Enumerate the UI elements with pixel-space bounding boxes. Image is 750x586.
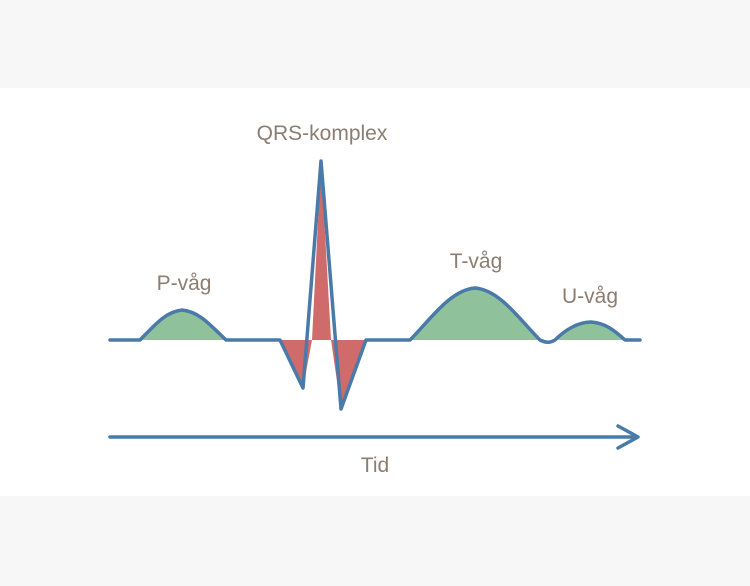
time-axis-arrowhead: [616, 424, 640, 450]
ecg-waveform-line: [108, 159, 642, 411]
bottom-margin-band: [0, 496, 750, 586]
qrs-complex-label: QRS-komplex: [257, 122, 388, 145]
time-axis-label: Tid: [361, 454, 389, 477]
u-wave-fill: [555, 322, 625, 340]
top-margin-band: [0, 0, 750, 88]
t-wave-label: T-våg: [450, 250, 503, 273]
r-wave-fill: [312, 161, 331, 340]
p-wave-label: P-våg: [157, 272, 212, 295]
p-wave-fill: [140, 310, 226, 340]
t-wave-fill: [410, 288, 540, 340]
u-wave-label: U-våg: [562, 285, 618, 308]
